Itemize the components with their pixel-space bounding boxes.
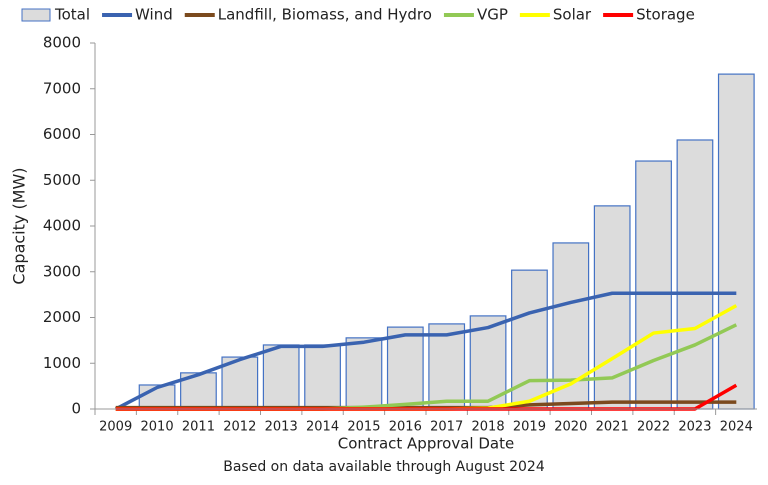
legend-label: Storage: [636, 6, 695, 24]
y-axis-label: Capacity (MW): [10, 167, 29, 284]
bar: [262, 344, 300, 410]
x-tick-label: 2016: [389, 420, 422, 435]
bar: [345, 337, 383, 410]
x-tick-label: 2014: [306, 420, 339, 435]
x-tick-label: 2023: [678, 420, 711, 435]
y-tick-label: 0: [71, 400, 81, 418]
x-tick-label: 2024: [720, 420, 753, 435]
x-tick-label: 2018: [472, 420, 505, 435]
bar: [304, 344, 341, 410]
x-tick-label: 2017: [430, 420, 463, 435]
y-tick-label: 8000: [43, 34, 81, 52]
bar: [635, 160, 672, 410]
y-tick-label: 5000: [43, 171, 81, 189]
x-tick-label: 2019: [513, 420, 546, 435]
y-tick-label: 6000: [43, 125, 81, 143]
x-tick-label: 2011: [182, 420, 215, 435]
legend-label: Solar: [553, 6, 592, 24]
x-tick-label: 2021: [596, 420, 629, 435]
x-axis-label: Contract Approval Date: [338, 435, 514, 453]
y-tick-label: 4000: [43, 217, 81, 235]
bar: [428, 323, 466, 410]
x-tick-label: 2013: [265, 420, 298, 435]
legend-label: Landfill, Biomass, and Hydro: [218, 6, 432, 24]
bar: [511, 269, 548, 410]
legend-label: Wind: [135, 6, 173, 24]
y-tick-label: 1000: [43, 354, 81, 372]
bar: [386, 326, 424, 410]
note: Based on data available through August 2…: [223, 459, 545, 475]
y-tick-label: 2000: [43, 308, 81, 326]
x-tick-label: 2020: [554, 420, 587, 435]
x-tick-label: 2022: [637, 420, 670, 435]
bar: [717, 73, 755, 410]
legend-swatch: [21, 8, 51, 22]
x-tick-label: 2009: [99, 420, 132, 435]
y-tick-label: 7000: [43, 79, 81, 97]
x-tick-label: 2010: [141, 420, 174, 435]
bar: [676, 139, 714, 410]
x-tick-label: 2012: [223, 420, 256, 435]
line: [114, 291, 737, 411]
y-tick-label: 3000: [43, 262, 81, 280]
legend-label: Total: [54, 6, 90, 24]
legend-label: VGP: [477, 6, 508, 24]
x-tick-label: 2015: [347, 420, 380, 435]
